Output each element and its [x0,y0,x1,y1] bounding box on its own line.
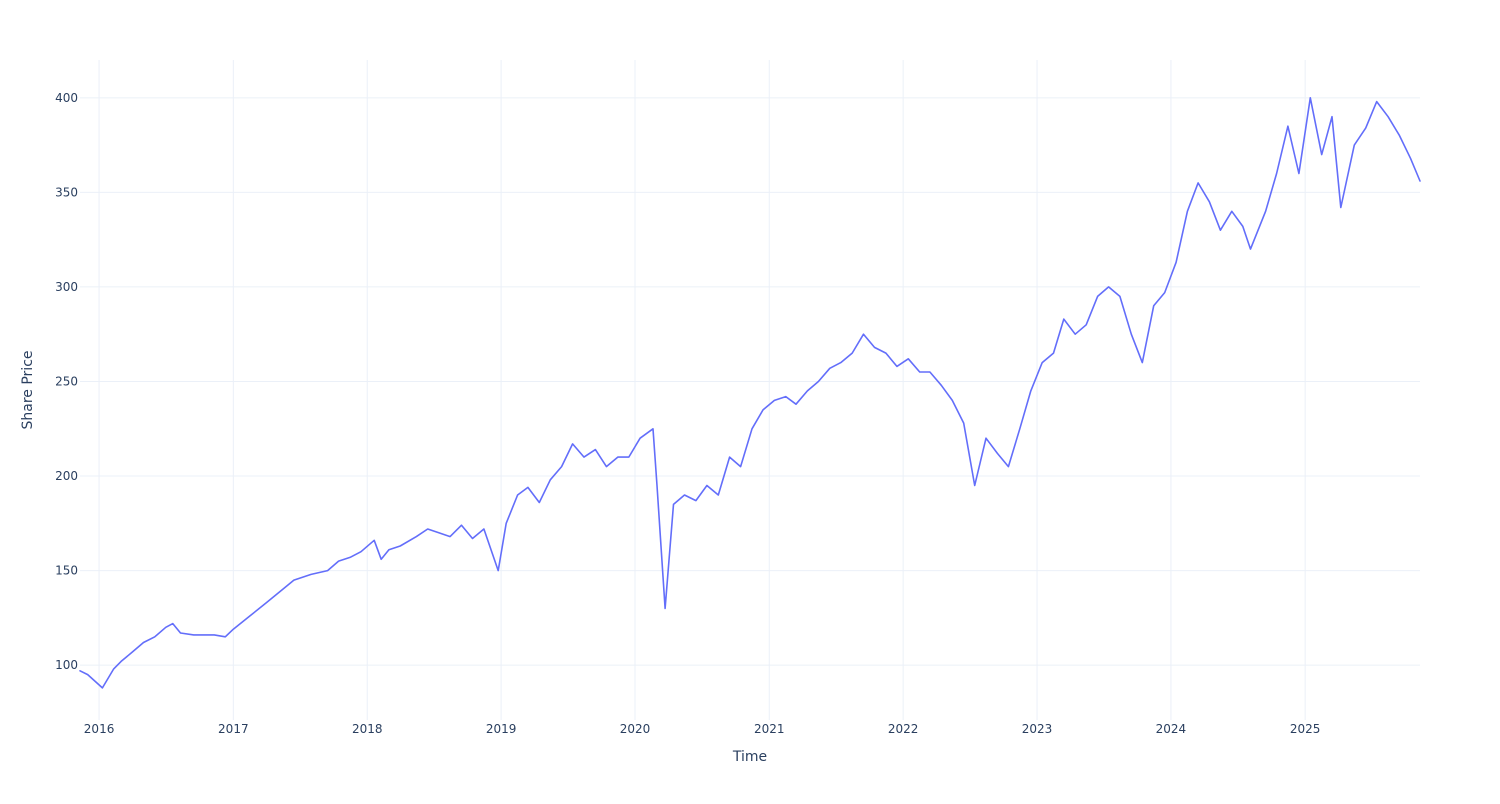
y-gridlines [80,97,1420,666]
series-line-0 [79,97,1421,689]
y-tick-label: 200 [55,469,78,483]
x-tick-label: 2018 [352,722,383,736]
x-tick-label: 2020 [620,722,651,736]
y-tick-label: 150 [55,564,78,578]
y-tick-label: 100 [55,658,78,672]
x-gridlines [98,60,1306,720]
series-layer [79,97,1421,689]
y-axis-title: Share Price [20,350,36,429]
x-tick-label: 2022 [888,722,919,736]
y-tick-label: 400 [55,91,78,105]
x-tick-label: 2021 [754,722,785,736]
x-tick-label: 2016 [84,722,115,736]
x-tick-label: 2024 [1156,722,1187,736]
x-tick-label: 2025 [1290,722,1321,736]
x-tick-label: 2023 [1022,722,1053,736]
y-tick-label: 250 [55,374,78,388]
y-tick-label: 300 [55,280,78,294]
y-tick-label: 350 [55,185,78,199]
x-tick-label: 2017 [218,722,249,736]
x-axis-title: Time [732,749,767,765]
x-tick-label: 2019 [486,722,517,736]
y-tick-labels: 100 150 200 250 300 350 400 [55,91,78,672]
x-tick-labels: 2016 2017 2018 2019 2020 2021 2022 2023 2024 2025 [84,722,1321,736]
